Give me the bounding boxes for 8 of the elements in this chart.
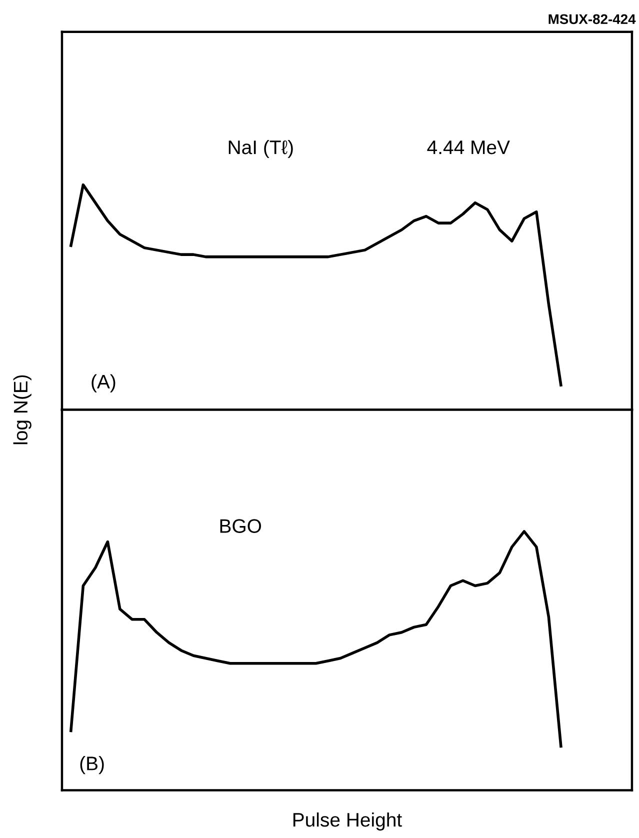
- text: NaI (Tℓ): [228, 140, 293, 158]
- annotation: BGO: [220, 519, 262, 533]
- text: 4.44 MeV: [427, 140, 510, 154]
- annotation: (B): [80, 756, 104, 774]
- x-axis-title: Pulse Height: [293, 812, 402, 831]
- y-axis-title: log N(E): [13, 375, 32, 444]
- text: MSUX-82-424: [548, 14, 636, 24]
- annotation: (A): [92, 374, 116, 392]
